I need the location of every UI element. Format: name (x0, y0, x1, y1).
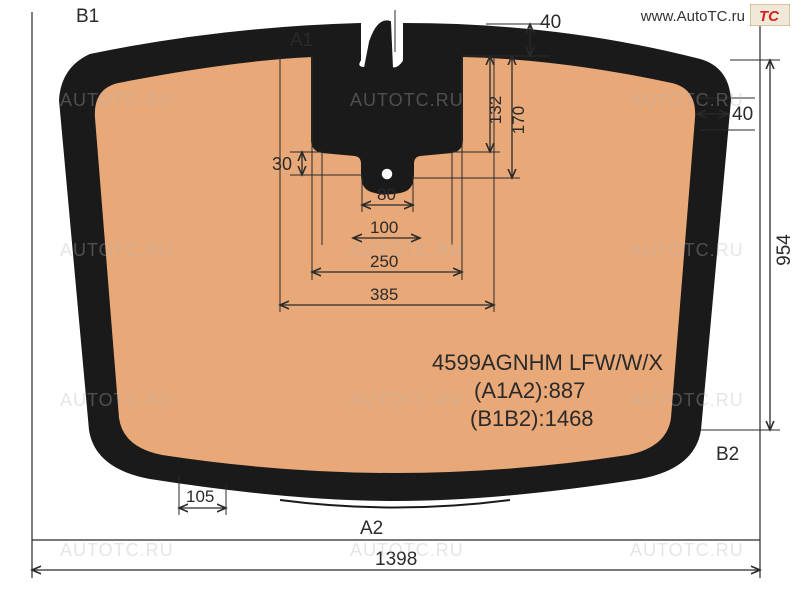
dim-105-val: 105 (186, 487, 214, 506)
site-url: www.AutoTC.ru (641, 8, 745, 25)
label-b1: B1 (76, 6, 99, 27)
diagram-container: B1 A1 B2 A2 40 40 954 132 170 30 (0, 0, 800, 600)
dim-side-offset-val: 40 (732, 104, 753, 125)
label-a1: A1 (290, 30, 313, 51)
svg-text:TC: TC (759, 8, 780, 25)
dim-top-offset-val: 40 (540, 12, 561, 33)
dim-h1-val: 132 (486, 96, 505, 124)
part-number: 4599AGNHM LFW/W/X (432, 350, 663, 375)
label-a2: A2 (360, 518, 383, 539)
bottom-notch-shape (280, 500, 510, 508)
dim-w385-val: 385 (370, 285, 398, 304)
dim-1398-val: 1398 (375, 549, 417, 570)
site-logo: TC (750, 4, 790, 26)
sensor-dot (381, 168, 393, 180)
b1b2-line: (B1B2):1468 (470, 406, 594, 431)
dim-height-val: 954 (774, 234, 795, 266)
a1a2-line: (A1A2):887 (474, 378, 585, 403)
dim-w80-val: 80 (377, 185, 396, 204)
dim-w250-val: 250 (370, 252, 398, 271)
label-b2: B2 (716, 444, 739, 465)
windshield-diagram: B1 A1 B2 A2 40 40 954 132 170 30 (0, 0, 800, 600)
dim-h2-val: 170 (509, 106, 528, 134)
dim-w100-val: 100 (370, 218, 398, 237)
dim-notch-depth-val: 30 (272, 154, 292, 174)
